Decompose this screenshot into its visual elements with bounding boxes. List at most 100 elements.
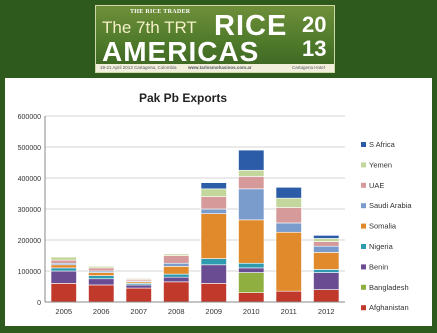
y-tick-label: 0 (37, 300, 41, 307)
bar-segment (163, 266, 190, 275)
bar-segment (200, 264, 227, 284)
bar-segment (50, 283, 77, 303)
legend-label: Nigeria (369, 242, 394, 251)
legend-swatch (361, 182, 366, 188)
legend-label: Afghanistan (369, 303, 409, 312)
bar-segment (125, 287, 152, 303)
bar-segment (50, 264, 77, 269)
legend-swatch (361, 142, 366, 147)
y-tick-label: 300000 (18, 207, 41, 214)
bar-segment (88, 266, 115, 269)
bar-segment (88, 278, 115, 286)
banner-edition: The 7th TRT (102, 18, 197, 37)
bar-segment (238, 149, 265, 171)
bar-segment (238, 188, 265, 221)
bar-segment (50, 259, 77, 264)
bar-segment (238, 267, 265, 273)
bar-segment (163, 273, 190, 278)
bar-segment (200, 258, 227, 266)
banner-brand: THE RICE TRADER (130, 9, 191, 15)
bar-segment (275, 197, 302, 208)
bar-segment (88, 284, 115, 303)
y-tick-label: 500000 (18, 145, 41, 152)
bar-segment (163, 276, 190, 283)
x-tick-label: 2005 (55, 307, 72, 316)
y-tick-label: 200000 (18, 238, 41, 245)
bar-segment (200, 213, 227, 259)
banner-year-top: 20 (302, 12, 327, 37)
banner-footer-url: www.tarlosmohasinos.com.ar (188, 65, 252, 70)
x-tick-label: 2007 (130, 307, 147, 316)
banner-year-bottom: 13 (302, 36, 327, 61)
bar-segment (275, 231, 302, 292)
y-tick-label: 100000 (18, 269, 41, 276)
bar-segment (238, 176, 265, 190)
legend: S Africa Yemen UAE Saudi Arabia Somalia Niger… (361, 140, 412, 312)
legend-swatch (361, 162, 366, 168)
banner-footer-dates: 19-21 April 2013 Cartagena, Colombia (100, 65, 177, 70)
bar-segment (238, 262, 265, 269)
bar-segment (200, 188, 227, 197)
bar-segment (200, 283, 227, 303)
chart-panel: Pak Pb Exports 0 100000 200000 300000 400000… (5, 78, 432, 326)
y-axis: 0 100000 200000 300000 400000 500000 600000 (18, 114, 46, 307)
bars (50, 149, 340, 303)
bar-segment (200, 196, 227, 210)
bar-segment (238, 272, 265, 294)
bar-segment (50, 267, 77, 272)
legend-label: Somalia (369, 222, 397, 231)
x-tick-label: 2012 (318, 307, 335, 316)
banner-footer-venue: Cartagena Hotel Caribe (292, 65, 325, 70)
bar-segment (163, 253, 190, 256)
bar-segment (50, 270, 77, 284)
bar-segment (88, 275, 115, 280)
legend-swatch (361, 223, 366, 229)
banner-footer: 19-21 April 2013 Cartagena, Colombia www… (96, 64, 334, 72)
bar-segment (200, 208, 227, 214)
bar-segment (88, 272, 115, 276)
bar-segment (313, 245, 340, 253)
legend-label: Saudi Arabia (369, 201, 412, 210)
x-axis: 2005 2006 2007 2008 2009 2010 2011 2012 (45, 301, 345, 316)
bar-segment (313, 235, 340, 239)
x-tick-label: 2008 (168, 307, 185, 316)
legend-label: UAE (369, 181, 384, 190)
bar-segment (275, 222, 302, 233)
bar-segment (238, 219, 265, 264)
bar-segment (238, 292, 265, 303)
legend-swatch (361, 284, 366, 290)
bar-segment (238, 169, 265, 177)
bar-segment (275, 187, 302, 199)
bar-segment (88, 267, 115, 272)
banner-word-rice: RICE (214, 10, 288, 42)
bar-segment (125, 278, 152, 280)
y-tick-label: 400000 (18, 176, 41, 183)
bar-segment (275, 207, 302, 224)
legend-label: Yemen (369, 160, 392, 169)
bar-segment (313, 241, 340, 247)
bar-segment (313, 272, 340, 290)
bar-segment (313, 289, 340, 303)
bar-segment (163, 262, 190, 267)
bar-segment (163, 255, 190, 264)
legend-swatch (361, 305, 366, 311)
legend-label: Bangladesh (369, 283, 409, 292)
bar-segment (163, 281, 190, 303)
x-tick-label: 2010 (243, 307, 260, 316)
legend-swatch (361, 264, 366, 270)
legend-label: Benin (369, 262, 388, 271)
bar-segment (275, 290, 302, 303)
bar-segment (313, 252, 340, 270)
bar-segment (313, 269, 340, 273)
bar-segment (200, 182, 227, 190)
bar-segment (50, 256, 77, 261)
legend-swatch (361, 244, 366, 249)
y-tick-label: 600000 (18, 114, 41, 121)
bar-segment (125, 284, 152, 289)
stacked-bar-chart: Pak Pb Exports 0 100000 200000 300000 400000… (18, 91, 413, 316)
legend-label: S Africa (369, 140, 396, 149)
conference-banner: THE RICE TRADER The 7th TRT RICE AMERICA… (95, 5, 335, 73)
bar-segment (313, 238, 340, 242)
legend-swatch (361, 203, 366, 209)
x-tick-label: 2009 (205, 307, 222, 316)
